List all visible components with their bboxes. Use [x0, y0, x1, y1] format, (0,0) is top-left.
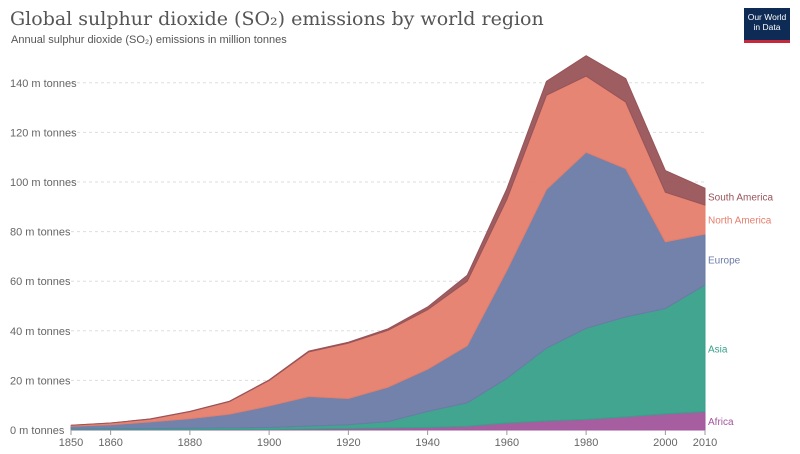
y-tick-label: 100 m tonnes — [10, 177, 77, 189]
series-label-south-america[interactable]: South America — [708, 193, 773, 204]
logo-line-2: in Data — [753, 22, 781, 32]
x-tick-label: 2010 — [693, 437, 717, 449]
x-tick-label: 1940 — [415, 437, 439, 449]
x-axis: 1850 1860 1880 1900 1920 1940 1960 1980 2000 2010 — [59, 430, 717, 449]
x-tick-label: 1850 — [59, 437, 83, 449]
y-tick-label: 80 m tonnes — [10, 227, 71, 239]
chart-subtitle: Annual sulphur dioxide (SO₂) emissions i… — [11, 34, 287, 46]
y-tick-label: 60 m tonnes — [10, 276, 71, 288]
x-tick-label: 1900 — [257, 437, 281, 449]
x-tick-label: 1920 — [336, 437, 360, 449]
series-label-europe[interactable]: Europe — [708, 256, 741, 267]
x-tick-label: 1980 — [574, 437, 598, 449]
owid-logo[interactable]: Our World in Data — [744, 8, 790, 43]
series-label-north-america[interactable]: North America — [708, 216, 772, 227]
x-tick-label: 1880 — [178, 437, 202, 449]
x-tick-label: 1960 — [495, 437, 519, 449]
chart-title: Global sulphur dioxide (SO₂) emissions b… — [10, 8, 544, 30]
series-label-africa[interactable]: Africa — [708, 417, 734, 428]
area-series — [70, 55, 706, 431]
y-axis: 0 m tonnes 20 m tonnes 40 m tonnes 60 m ton… — [10, 78, 77, 437]
y-tick-label: 20 m tonnes — [10, 375, 71, 387]
logo-line-1: Our World — [747, 12, 787, 22]
y-tick-label: 120 m tonnes — [10, 127, 77, 139]
x-tick-label: 2000 — [653, 437, 677, 449]
area-south-america[interactable] — [70, 55, 706, 426]
y-tick-label: 40 m tonnes — [10, 326, 71, 338]
series-labels: Africa Asia Europe North America South Ameri… — [708, 193, 773, 428]
y-tick-label: 0 m tonnes — [10, 425, 65, 437]
x-tick-label: 1860 — [98, 437, 122, 449]
y-tick-label: 140 m tonnes — [10, 78, 77, 90]
series-label-asia[interactable]: Asia — [708, 344, 728, 355]
